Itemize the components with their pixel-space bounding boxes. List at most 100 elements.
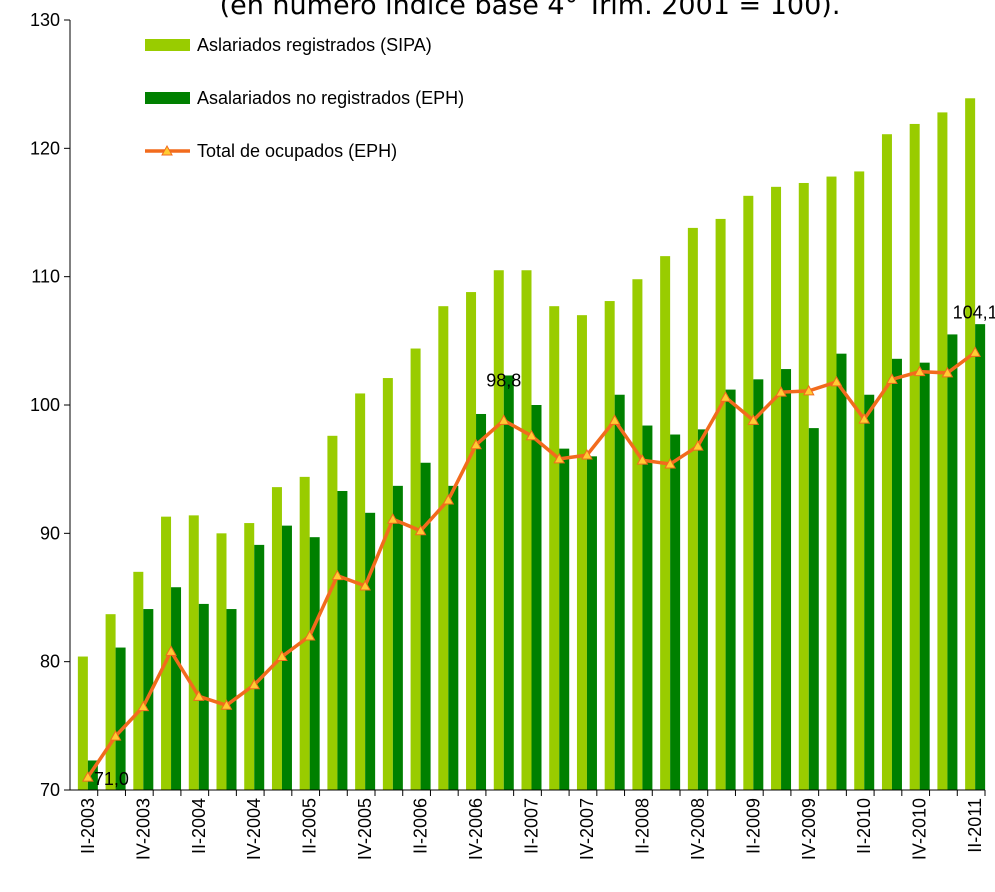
bar: [604, 301, 615, 790]
bar: [244, 523, 255, 790]
x-tick-label: II-2007: [522, 798, 542, 854]
x-tick-label: II-2006: [411, 798, 431, 854]
data-label: 104,1: [953, 302, 995, 322]
bar: [87, 760, 98, 790]
legend-swatch: [145, 92, 190, 104]
x-tick-label: IV-2003: [133, 798, 153, 860]
bar: [410, 348, 421, 790]
marker: [858, 413, 871, 424]
bar: [77, 656, 88, 790]
legend-swatch: [145, 39, 190, 51]
bar: [476, 413, 487, 790]
bar: [975, 324, 986, 790]
marker: [137, 700, 150, 712]
bar: [365, 512, 376, 790]
bar: [632, 279, 643, 790]
data-label: 71,0: [94, 769, 129, 789]
y-tick-label: 100: [30, 395, 60, 415]
bar: [531, 405, 542, 790]
legend-label: Aslariados registrados (SIPA): [197, 35, 432, 55]
bar: [438, 306, 449, 790]
bar: [576, 315, 587, 790]
bar: [937, 112, 948, 790]
chart-title: (en número índice base 4° Trim. 2001 = 1…: [220, 0, 841, 21]
marker: [692, 440, 704, 451]
x-tick-label: IV-2010: [910, 798, 930, 860]
y-tick-label: 90: [40, 523, 60, 543]
y-tick-label: 80: [40, 652, 60, 672]
bar: [881, 134, 892, 790]
marker: [525, 429, 538, 441]
bar: [660, 256, 671, 791]
x-tick-label: II-2005: [300, 798, 320, 854]
bar: [586, 456, 597, 790]
bar: [521, 270, 532, 790]
bar: [448, 485, 459, 790]
marker: [387, 513, 399, 524]
x-tick-label: IV-2006: [466, 798, 486, 860]
bar: [642, 425, 653, 790]
bar: [559, 448, 570, 790]
bar: [965, 98, 976, 791]
y-tick-label: 130: [30, 10, 60, 30]
bar: [854, 171, 865, 790]
marker: [276, 650, 288, 662]
marker: [581, 449, 593, 460]
marker: [608, 414, 621, 425]
bar: [161, 516, 172, 790]
x-tick-label: II-2010: [854, 798, 874, 854]
bar: [614, 394, 625, 790]
marker: [414, 524, 427, 536]
bar: [355, 393, 366, 790]
marker: [747, 414, 760, 425]
marker: [220, 699, 233, 710]
bar: [309, 537, 320, 790]
x-tick-label: II-2008: [632, 798, 652, 854]
bar: [188, 515, 199, 790]
bar: [216, 533, 227, 790]
x-tick-label: II-2004: [189, 798, 209, 854]
marker: [82, 771, 94, 782]
x-tick-label: IV-2004: [244, 798, 264, 860]
bar: [715, 218, 726, 790]
bar: [382, 378, 393, 790]
y-tick-label: 70: [40, 780, 60, 800]
marker: [303, 629, 316, 641]
bar: [493, 270, 504, 790]
bar: [327, 435, 338, 790]
bar: [891, 358, 902, 790]
marker: [719, 391, 732, 402]
bar: [781, 369, 792, 790]
marker: [359, 579, 371, 591]
bar: [254, 544, 265, 790]
bar: [808, 428, 819, 790]
bar: [697, 429, 708, 790]
marker: [553, 452, 566, 464]
marker: [192, 690, 205, 701]
bar: [864, 394, 875, 790]
marker: [636, 454, 649, 465]
marker: [331, 569, 344, 581]
bar: [919, 362, 930, 790]
marker: [165, 645, 177, 656]
bar: [947, 334, 958, 790]
marker: [775, 386, 787, 397]
marker: [830, 375, 843, 387]
marker: [442, 493, 455, 505]
bar: [836, 353, 847, 790]
marker: [969, 346, 981, 357]
bar: [503, 375, 514, 790]
x-tick-label: II-2011: [965, 798, 985, 853]
bar: [798, 182, 809, 790]
bar: [299, 476, 310, 790]
y-tick-label: 110: [31, 267, 60, 287]
marker: [664, 458, 676, 469]
bar: [337, 490, 348, 790]
marker: [913, 365, 926, 377]
bar: [466, 292, 477, 790]
legend-marker: [161, 144, 173, 156]
bar: [687, 227, 698, 790]
bar: [392, 485, 403, 790]
legend-label: Asalariados no registrados (EPH): [197, 88, 464, 108]
